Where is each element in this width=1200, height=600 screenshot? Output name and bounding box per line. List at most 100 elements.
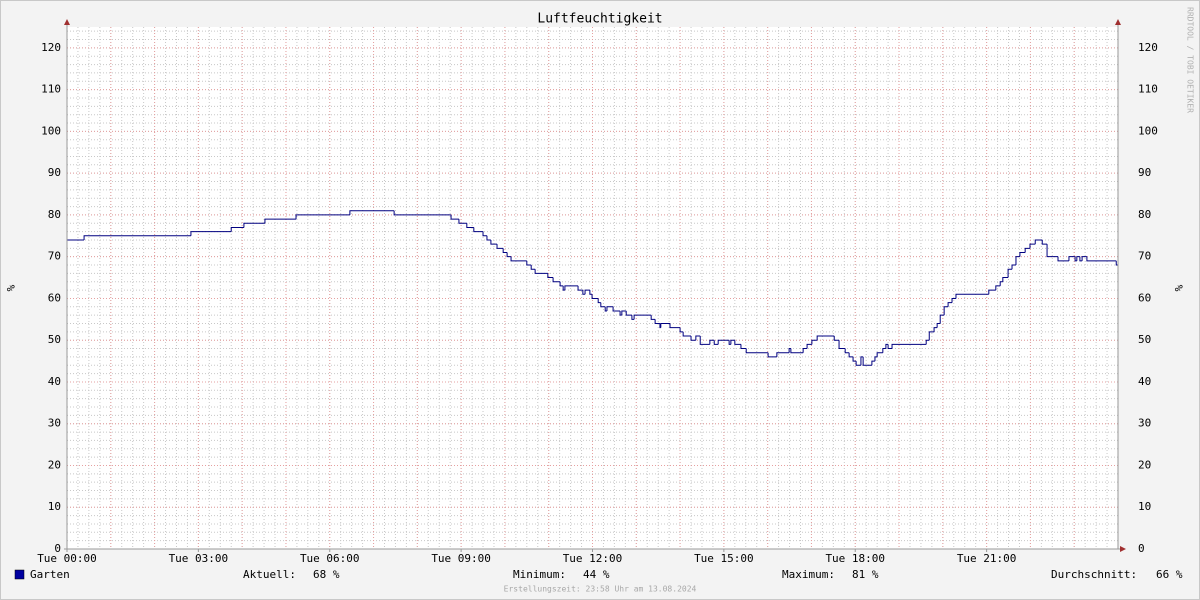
line-step bbox=[699, 336, 710, 345]
line-step bbox=[939, 314, 945, 324]
line-step bbox=[885, 343, 889, 349]
line-step bbox=[1079, 256, 1083, 262]
line-step bbox=[1015, 256, 1020, 266]
line-step bbox=[562, 285, 565, 291]
line-step bbox=[811, 339, 818, 345]
axes bbox=[64, 19, 1126, 552]
y2-tick-label: 30 bbox=[1138, 417, 1151, 430]
line-step bbox=[882, 348, 886, 353]
footer: Erstellungszeit: 23:58 Uhr am 13.08.2024 bbox=[504, 585, 697, 594]
line-step bbox=[582, 290, 586, 295]
line-step bbox=[1034, 239, 1043, 245]
line-step bbox=[852, 356, 857, 362]
x-tick-label: Tue 18:00 bbox=[825, 552, 885, 565]
line-step bbox=[734, 340, 741, 345]
y-tick-label: 120 bbox=[41, 41, 61, 54]
chart-title: Luftfeuchtigkeit bbox=[537, 12, 662, 27]
line-step bbox=[490, 239, 498, 245]
line-step bbox=[502, 248, 508, 254]
stat-value: 81 % bbox=[852, 568, 879, 581]
line-step bbox=[589, 290, 593, 295]
y2-tick-label: 20 bbox=[1138, 458, 1151, 471]
line-step bbox=[612, 306, 621, 312]
stat-label: Maximum: bbox=[782, 568, 835, 581]
line-step bbox=[473, 227, 484, 233]
x-tick-label: Tue 21:00 bbox=[957, 552, 1017, 565]
line-step bbox=[1002, 277, 1009, 282]
y2-tick-label: 90 bbox=[1138, 166, 1151, 179]
line-step bbox=[633, 314, 652, 320]
line-step bbox=[230, 226, 244, 232]
y-tick-label: 70 bbox=[48, 250, 61, 263]
y2-tick-label: 0 bbox=[1138, 542, 1145, 555]
line-step bbox=[988, 289, 996, 295]
line-step bbox=[790, 348, 804, 354]
line-step bbox=[295, 214, 350, 220]
line-step bbox=[486, 235, 491, 241]
line-step bbox=[928, 331, 935, 341]
line-step bbox=[955, 293, 989, 299]
y-axis-label: % bbox=[4, 285, 17, 292]
line-step bbox=[682, 331, 692, 337]
line-step bbox=[1024, 247, 1030, 253]
line-step bbox=[891, 343, 927, 349]
line-step bbox=[816, 335, 835, 341]
y-tick-label: 50 bbox=[48, 333, 61, 346]
y-tick-label: 10 bbox=[48, 500, 61, 513]
line-step bbox=[530, 265, 536, 270]
y2-tick-label: 120 bbox=[1138, 41, 1158, 54]
y2-tick-label: 10 bbox=[1138, 500, 1151, 513]
x-tick-label: Tue 15:00 bbox=[694, 552, 754, 565]
y2-tick-label: 70 bbox=[1138, 250, 1151, 263]
y2-tick-label: 110 bbox=[1138, 83, 1158, 96]
line-step bbox=[458, 219, 467, 224]
series bbox=[67, 210, 1118, 366]
line-step bbox=[1068, 256, 1076, 261]
line-step bbox=[1115, 260, 1118, 266]
line-step bbox=[855, 361, 861, 366]
line-step bbox=[1041, 239, 1048, 245]
line-step bbox=[190, 231, 232, 236]
line-step bbox=[1076, 256, 1080, 261]
y-tick-label: 0 bbox=[54, 542, 61, 555]
axis-arrow bbox=[64, 19, 70, 25]
line-step bbox=[1057, 256, 1069, 262]
stat-value: 44 % bbox=[583, 568, 610, 581]
line-step bbox=[621, 310, 627, 316]
line-step bbox=[669, 323, 681, 329]
stat-value: 66 % bbox=[1156, 568, 1183, 581]
line-step bbox=[933, 327, 938, 332]
line-step bbox=[1046, 244, 1059, 258]
line-step bbox=[862, 356, 872, 366]
stat-label: Minimum: bbox=[513, 568, 566, 581]
line-step bbox=[871, 360, 875, 366]
line-step bbox=[844, 348, 850, 354]
line-step bbox=[577, 285, 583, 291]
line-step bbox=[1074, 256, 1077, 262]
line-step bbox=[450, 214, 459, 220]
line-step bbox=[349, 210, 395, 215]
line-step bbox=[264, 218, 297, 224]
line-step bbox=[466, 223, 474, 228]
line-step bbox=[243, 222, 265, 228]
line-step bbox=[606, 306, 614, 311]
labels: 0 0 10 10 20 20 30 30 40 40 50 50 60 60 70 70 80 80 90 90 10… bbox=[37, 41, 1158, 565]
y-tick-label: 30 bbox=[48, 417, 61, 430]
line-step bbox=[728, 340, 731, 345]
line-step bbox=[631, 315, 635, 320]
line-step bbox=[604, 306, 607, 312]
line-step bbox=[709, 339, 715, 345]
line-step bbox=[660, 322, 671, 328]
line-step bbox=[995, 285, 1001, 291]
x-tick-label: Tue 12:00 bbox=[563, 552, 623, 565]
line-step bbox=[83, 235, 191, 240]
line-step bbox=[887, 344, 893, 350]
line-step bbox=[597, 298, 601, 304]
line-step bbox=[776, 352, 790, 357]
line-step bbox=[876, 352, 883, 357]
line-step bbox=[510, 256, 527, 262]
axis-arrow bbox=[1120, 546, 1126, 552]
line-step bbox=[925, 339, 930, 345]
watermark: RRDTOOL / TOBI OETIKER bbox=[1186, 7, 1195, 113]
